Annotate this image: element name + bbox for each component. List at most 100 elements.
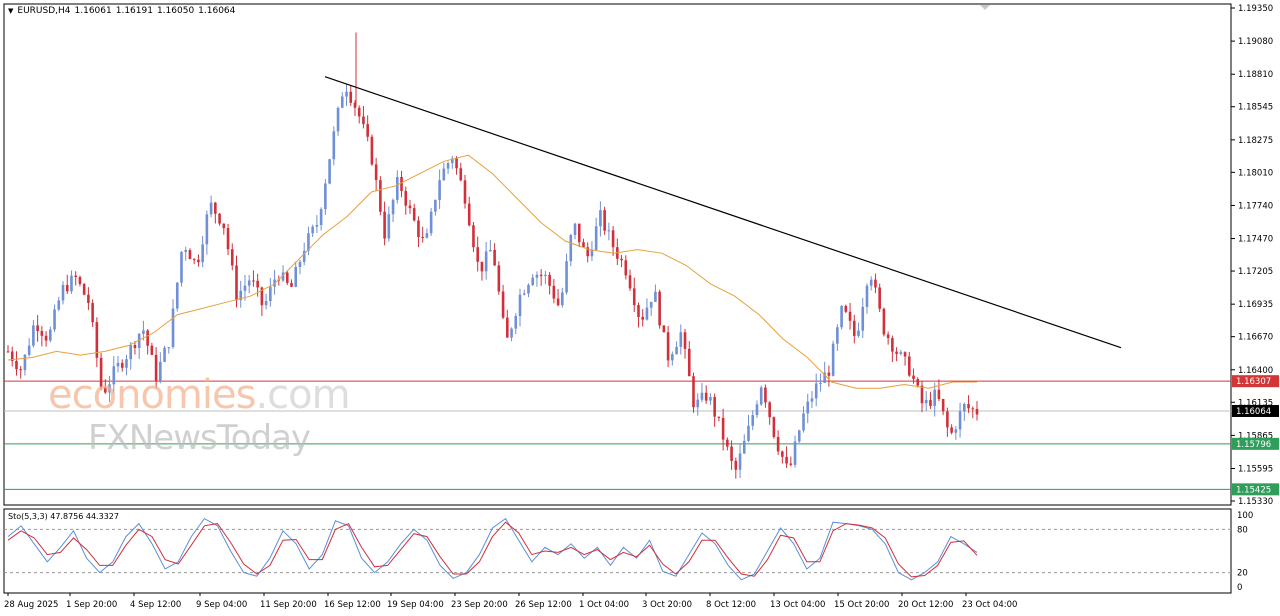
low-value: 1.16050 (156, 6, 195, 16)
support2-price-tag-bg (1232, 483, 1279, 496)
candle-body (209, 202, 213, 215)
candle-body (116, 362, 120, 367)
resistance-price-tag: 1.16307 (1236, 377, 1271, 387)
candle-body (941, 399, 945, 412)
candle-body (683, 332, 687, 349)
candle-body (696, 399, 700, 408)
candle-body (307, 233, 310, 251)
candle-body (869, 279, 873, 286)
candle-body (929, 399, 932, 406)
candle-body (599, 210, 602, 227)
candle-body (759, 387, 763, 405)
candle-body (658, 291, 661, 326)
candle-body (675, 346, 678, 355)
candle-body (370, 136, 374, 165)
candle-body (967, 404, 970, 409)
candle-body (404, 190, 408, 206)
x-tick-label: 9 Sep 04:00 (196, 600, 247, 610)
candle-body (772, 417, 776, 437)
candle-body (353, 102, 357, 108)
candle-body (535, 274, 539, 278)
candle-body (793, 441, 797, 465)
candle-body (950, 427, 953, 433)
candle-body (108, 384, 111, 393)
y-tick-label: 1.19080 (1238, 37, 1273, 47)
candle-body (230, 249, 234, 266)
candle-body (552, 285, 556, 299)
candle-body (57, 300, 61, 310)
candle-body (920, 385, 924, 404)
candle-body (726, 439, 729, 447)
candle-body (840, 306, 843, 328)
open-value: 1.16061 (74, 6, 112, 16)
candle-body (408, 205, 412, 209)
candle-body (260, 287, 264, 306)
candle-body (463, 180, 467, 204)
candle-body (899, 352, 903, 354)
candle-body (518, 294, 522, 317)
candle-body (679, 332, 683, 347)
candle-body (776, 436, 780, 452)
chart-header: ▼ EURUSD,H4 1.16061 1.16191 1.16050 1.16… (8, 6, 235, 16)
candle-body (751, 415, 755, 426)
candle-body (438, 180, 441, 200)
candle-body (810, 398, 814, 402)
candle-body (345, 91, 348, 97)
candle-body (429, 211, 433, 234)
price-pane-frame (3, 3, 1232, 506)
candle-body (594, 226, 598, 250)
candle-body (819, 382, 822, 384)
candle-body (814, 383, 818, 399)
candle-body (734, 460, 738, 470)
candle-body (82, 284, 86, 295)
candle-body (27, 345, 31, 355)
candle-body (907, 356, 911, 376)
stoch-level-label: 20 (1237, 569, 1248, 579)
x-tick-label: 15 Oct 20:00 (834, 600, 889, 610)
candle-body (510, 328, 513, 338)
candle-body (349, 91, 353, 103)
x-tick-label: 8 Oct 12:00 (706, 600, 756, 610)
candle-body (527, 284, 530, 294)
candle-body (590, 249, 594, 257)
support1-price-tag-bg (1232, 437, 1279, 450)
candle-body (844, 306, 848, 312)
candle-body (493, 249, 496, 266)
candle-body (201, 244, 204, 263)
candle-body (836, 327, 839, 344)
dropdown-arrow-icon[interactable]: ▼ (8, 7, 14, 15)
candle-body (886, 334, 890, 339)
candle-body (451, 158, 454, 164)
candle-body (298, 261, 302, 267)
candle-body (36, 325, 39, 332)
candle-body (789, 463, 793, 465)
candle-body (933, 389, 936, 406)
candle-body (586, 247, 590, 257)
x-tick-label: 1 Sep 20:00 (66, 600, 117, 610)
candle-body (434, 199, 437, 212)
candle-body (357, 107, 361, 117)
candle-body (311, 226, 314, 234)
candle-body (620, 258, 623, 261)
candle-body (882, 308, 886, 335)
moving-average-line (7, 154, 977, 389)
candle-body (912, 375, 915, 380)
x-tick-label: 3 Oct 20:00 (642, 600, 692, 610)
candle-body (95, 322, 99, 358)
candle-body (61, 284, 65, 301)
watermark-economies: economies.com (48, 372, 351, 418)
candle-body (218, 213, 221, 224)
candle-body (163, 347, 166, 362)
candle-body (565, 261, 568, 293)
candle-body (285, 272, 289, 283)
candle-body (924, 399, 928, 404)
candle-body (400, 176, 403, 191)
candle-body (569, 235, 573, 262)
candle-body (704, 392, 708, 401)
candle-body (738, 453, 742, 470)
candle-body (700, 392, 704, 400)
candle-body (742, 440, 746, 454)
candle-body (40, 331, 44, 336)
candle-body (446, 163, 450, 169)
candle-body (290, 282, 293, 287)
